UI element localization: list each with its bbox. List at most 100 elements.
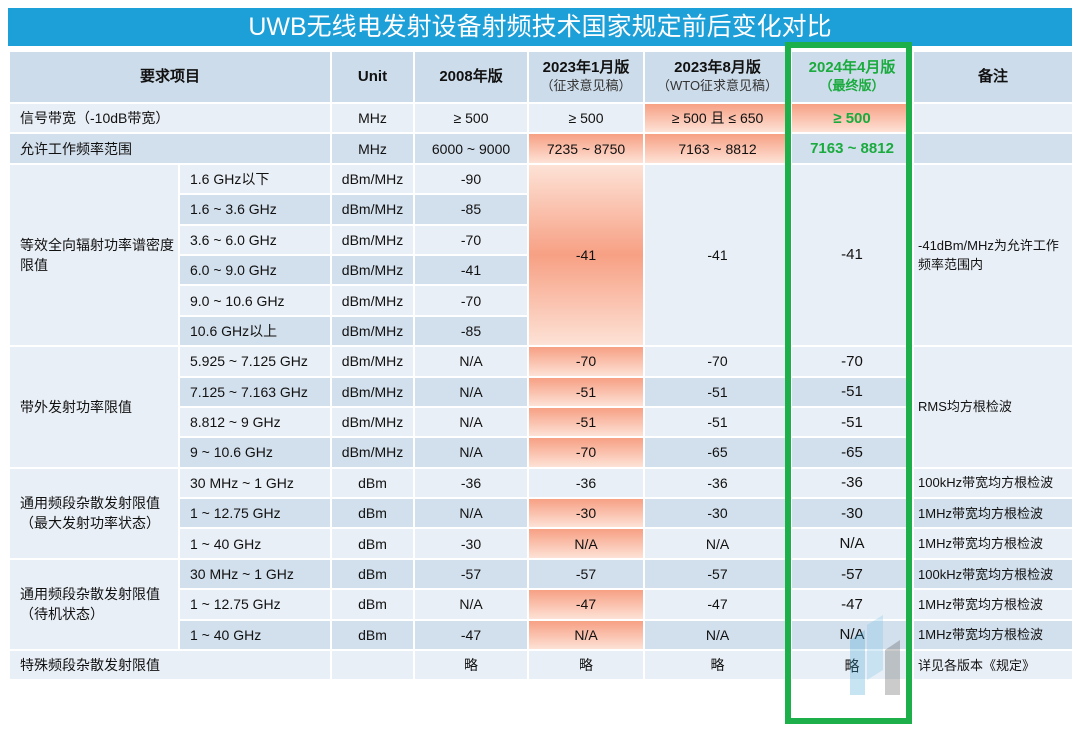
value-v2023-jan: -41 bbox=[527, 162, 646, 348]
table-row: 通用频段杂散发射限值（最大发射功率状态） 30 MHz ~ 1 GHz dBm -36… bbox=[8, 466, 1075, 560]
page-title: UWB无线电发射设备射频技术国家规定前后变化对比 bbox=[8, 8, 1072, 46]
table-row: 8.812 ~ 9 GHz dBm/MHz N/A -51 -51 -51 bbox=[9, 405, 1073, 439]
note-cell: 详见各版本《规定》 bbox=[912, 649, 1075, 682]
value-v2024-apr: -30 bbox=[790, 497, 915, 530]
header-2024-apr: 2024年4月版 （最终版） bbox=[790, 50, 915, 104]
note-cell bbox=[912, 101, 1075, 135]
note-cell: -41dBm/MHz为允许工作频率范围内 bbox=[912, 162, 1075, 348]
sub-item: 9.0 ~ 10.6 GHz bbox=[177, 284, 333, 317]
note-cell: 100kHz带宽均方根检波 bbox=[912, 557, 1075, 591]
note-cell bbox=[912, 132, 1075, 165]
value-v2008: 6000 ~ 9000 bbox=[413, 132, 530, 165]
value-v2024-apr: -70 bbox=[790, 345, 915, 378]
value-v2023-aug: ≥ 500 且 ≤ 650 bbox=[643, 101, 793, 135]
value-v2024-apr: -47 bbox=[790, 588, 915, 621]
section-label: 通用频段杂散发射限值（待机状态） bbox=[8, 557, 180, 652]
value-v2023-jan: -51 bbox=[527, 375, 646, 408]
header-2023-jan-title: 2023年1月版 bbox=[542, 59, 630, 76]
table-row: 7.125 ~ 7.163 GHz dBm/MHz N/A -51 -51 -51 bbox=[9, 375, 1073, 408]
unit-cell: MHz bbox=[330, 101, 416, 135]
table-row: 6.0 ~ 9.0 GHz dBm/MHz -41 bbox=[9, 253, 1073, 287]
header-2023-jan: 2023年1月版 （征求意见稿） bbox=[527, 50, 646, 104]
table-row: 1 ~ 40 GHz dBm -47 N/A N/A N/A 1MHz带宽均方根检波 bbox=[9, 618, 1075, 652]
value-v2023-aug: -41 bbox=[643, 162, 793, 348]
unit-cell: dBm/MHz bbox=[330, 223, 416, 256]
unit-cell: dBm bbox=[330, 618, 416, 652]
header-2023-aug: 2023年8月版 （WTO征求意见稿） bbox=[643, 50, 793, 104]
sub-item: 6.0 ~ 9.0 GHz bbox=[177, 253, 333, 287]
unit-cell: dBm bbox=[330, 466, 416, 500]
value-v2024-apr: 略 bbox=[790, 649, 915, 682]
sub-item: 8.812 ~ 9 GHz bbox=[177, 405, 333, 439]
table-row: 10.6 GHz以上 dBm/MHz -85 bbox=[9, 314, 1073, 348]
table-row: 1.6 ~ 3.6 GHz dBm/MHz -85 bbox=[9, 193, 1073, 226]
value-v2024-apr: -41 bbox=[790, 162, 915, 348]
sub-item: 1 ~ 12.75 GHz bbox=[177, 497, 333, 530]
table-row: 3.6 ~ 6.0 GHz dBm/MHz -70 bbox=[9, 223, 1073, 256]
table-row: 通用频段杂散发射限值（待机状态） 30 MHz ~ 1 GHz dBm -57 -57-… bbox=[8, 557, 1075, 652]
table-row: 允许工作频率范围 MHz 6000 ~ 9000 7235 ~ 8750 7163 ~ … bbox=[7, 132, 1075, 165]
sub-item: 9 ~ 10.6 GHz bbox=[177, 436, 333, 469]
value-v2023-aug: -65 bbox=[643, 436, 793, 469]
value-v2024-apr: N/A bbox=[790, 527, 915, 560]
value-v2024-apr: -51 bbox=[790, 375, 915, 408]
header-2024-apr-title: 2024年4月版 bbox=[808, 59, 896, 76]
value-v2008: -70 bbox=[413, 223, 530, 256]
section-label: 信号带宽（-10dB带宽） bbox=[7, 101, 333, 135]
note-cell: 1MHz带宽均方根检波 bbox=[912, 497, 1075, 530]
value-v2023-aug: 7163 ~ 8812 bbox=[643, 132, 793, 165]
sub-item: 1.6 GHz以下 bbox=[177, 162, 333, 196]
value-v2008: -85 bbox=[413, 314, 530, 348]
header-2023-jan-subtitle: （征求意见稿） bbox=[540, 78, 632, 93]
value-v2023-jan: 略 bbox=[527, 649, 646, 682]
value-v2023-jan: -36 bbox=[527, 466, 646, 500]
value-v2008: N/A bbox=[413, 436, 530, 469]
value-v2008: -41 bbox=[413, 253, 530, 287]
value-v2008: -36 bbox=[413, 466, 530, 500]
unit-cell: dBm/MHz bbox=[330, 284, 416, 317]
value-v2023-jan: -51 bbox=[527, 405, 646, 439]
unit-cell: dBm bbox=[330, 497, 416, 530]
comparison-table: 要求项目 Unit 2008年版 2023年1月版 （征求意见稿） 2023年8月… bbox=[7, 50, 1075, 682]
value-v2023-aug: N/A bbox=[643, 527, 793, 560]
value-v2008: -90 bbox=[413, 162, 530, 196]
unit-cell: MHz bbox=[330, 132, 416, 165]
value-v2024-apr: ≥ 500 bbox=[790, 101, 915, 135]
value-v2023-aug: -47 bbox=[643, 588, 793, 621]
unit-cell: dBm/MHz bbox=[330, 345, 416, 378]
value-v2024-apr: -36 bbox=[790, 466, 915, 500]
sub-item: 30 MHz ~ 1 GHz bbox=[177, 557, 333, 591]
unit-cell: dBm/MHz bbox=[330, 314, 416, 348]
header-row: 要求项目 Unit 2008年版 2023年1月版 （征求意见稿） 2023年8月… bbox=[7, 50, 1075, 104]
note-cell: 100kHz带宽均方根检波 bbox=[912, 466, 1075, 500]
value-v2023-jan: -57 bbox=[527, 557, 646, 591]
table-row: 特殊频段杂散发射限值略略略略详见各版本《规定》 bbox=[7, 649, 1075, 682]
value-v2023-jan: N/A bbox=[527, 618, 646, 652]
value-v2023-jan: -30 bbox=[527, 497, 646, 530]
sub-item: 3.6 ~ 6.0 GHz bbox=[177, 223, 333, 256]
value-v2023-jan: -47 bbox=[527, 588, 646, 621]
unit-cell: dBm bbox=[330, 588, 416, 621]
value-v2008: N/A bbox=[413, 345, 530, 378]
value-v2008: ≥ 500 bbox=[413, 101, 530, 135]
value-v2008: N/A bbox=[413, 588, 530, 621]
value-v2023-aug: -30 bbox=[643, 497, 793, 530]
section-label: 带外发射功率限值 bbox=[8, 345, 180, 469]
header-2008: 2008年版 bbox=[413, 50, 530, 104]
value-v2008: -47 bbox=[413, 618, 530, 652]
note-cell: 1MHz带宽均方根检波 bbox=[912, 618, 1075, 652]
note-cell: RMS均方根检波 bbox=[912, 345, 1075, 469]
value-v2024-apr: N/A bbox=[790, 618, 915, 652]
sub-item: 1 ~ 40 GHz bbox=[177, 527, 333, 560]
unit-cell: dBm/MHz bbox=[330, 375, 416, 408]
value-v2023-aug: -51 bbox=[643, 375, 793, 408]
unit-cell bbox=[330, 649, 416, 682]
value-v2008: -70 bbox=[413, 284, 530, 317]
unit-cell: dBm bbox=[330, 527, 416, 560]
sub-item: 1 ~ 12.75 GHz bbox=[177, 588, 333, 621]
note-cell: 1MHz带宽均方根检波 bbox=[912, 588, 1075, 621]
value-v2008: N/A bbox=[413, 375, 530, 408]
value-v2024-apr: -65 bbox=[790, 436, 915, 469]
table-row: 9.0 ~ 10.6 GHz dBm/MHz -70 bbox=[9, 284, 1073, 317]
value-v2023-aug: N/A bbox=[643, 618, 793, 652]
